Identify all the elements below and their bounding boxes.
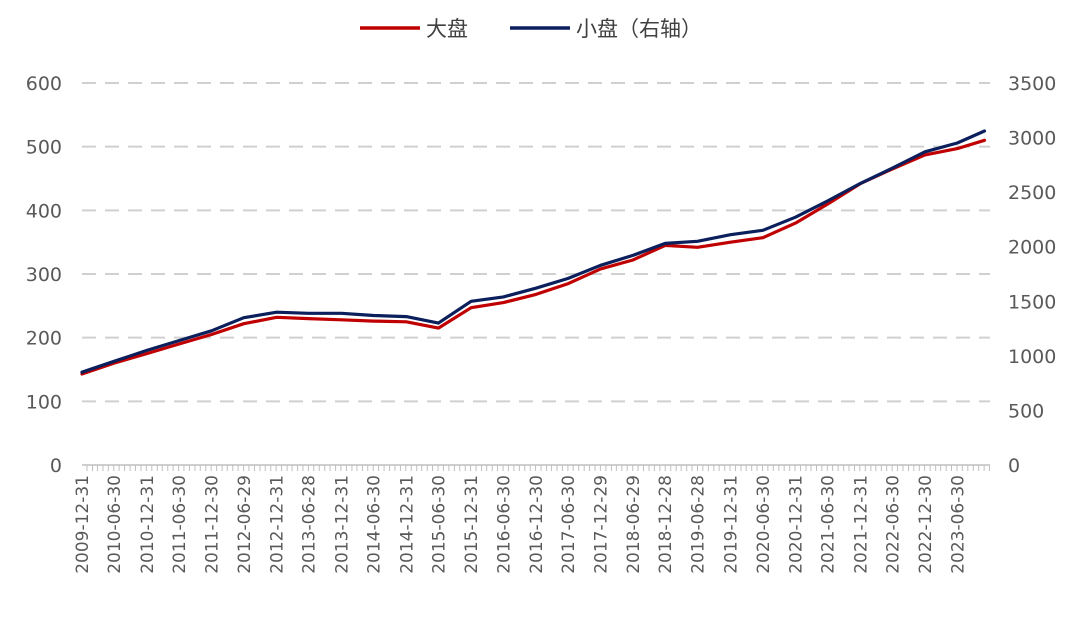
x-tick-label: 2019-06-28 — [689, 475, 709, 574]
x-tick-label: 2022-06-30 — [884, 475, 904, 574]
x-tick-label: 2021-12-31 — [851, 475, 871, 574]
y-left-tick-label: 500 — [26, 137, 62, 159]
x-tick-label: 2009-12-31 — [73, 475, 93, 574]
x-tick-label: 2018-12-28 — [656, 475, 676, 574]
y-right-tick-label: 3000 — [1008, 128, 1056, 150]
y-right-tick-label: 2000 — [1008, 237, 1056, 259]
series-line-small-cap — [80, 129, 987, 374]
x-tick-label: 2013-06-28 — [299, 475, 319, 574]
x-tick-label: 2017-06-30 — [559, 475, 579, 574]
x-tick-label: 2011-06-30 — [170, 475, 190, 574]
x-tick-label: 2012-12-31 — [268, 475, 288, 574]
x-tick-label: 2020-12-31 — [787, 475, 807, 574]
x-axis: 2009-12-31 2010-06-30 2010-12-31 2011-06-30… — [73, 464, 990, 574]
legend-label: 小盘（右轴） — [576, 17, 702, 41]
x-tick-label: 2013-12-31 — [332, 475, 352, 574]
series-lines — [80, 129, 987, 376]
y-right-tick-label: 2500 — [1008, 182, 1056, 204]
legend-label: 大盘 — [426, 17, 468, 41]
x-tick-label: 2016-06-30 — [494, 475, 514, 574]
y-right-tick-label: 500 — [1008, 400, 1044, 422]
x-tick-label: 2015-06-30 — [429, 475, 449, 574]
x-tick-label: 2017-12-29 — [592, 475, 612, 574]
x-tick-label: 2015-12-31 — [462, 475, 482, 574]
x-tick-label: 2010-06-30 — [105, 475, 125, 574]
x-tick-label: 2010-12-31 — [138, 475, 158, 574]
x-tick-label: 2022-12-30 — [916, 475, 936, 574]
y-left-tick-label: 0 — [50, 455, 62, 477]
x-tick-label: 2019-12-31 — [722, 475, 742, 574]
x-tick-label: 2020-06-30 — [754, 475, 774, 574]
x-tick-label: 2023-06-30 — [948, 475, 968, 574]
x-tick-label: 2018-06-29 — [624, 475, 644, 574]
y-left-tick-label: 100 — [26, 391, 62, 413]
gridlines — [82, 82, 990, 403]
legend: 大盘 小盘（右轴） — [360, 17, 702, 41]
x-tick-label: 2014-06-30 — [365, 475, 385, 574]
y-right-tick-label: 1500 — [1008, 291, 1056, 313]
x-tick-label: 2016-12-30 — [527, 475, 547, 574]
x-tick-label: 2021-06-30 — [819, 475, 839, 574]
left-y-axis: 0 100 200 300 400 500 600 — [26, 73, 62, 477]
x-tick-label: 2011-12-30 — [202, 475, 222, 574]
series-line-large-cap — [80, 138, 987, 376]
right-y-axis: 0 500 1000 1500 2000 2500 3000 3500 — [1008, 73, 1056, 477]
y-left-tick-label: 300 — [26, 264, 62, 286]
y-right-tick-label: 3500 — [1008, 73, 1056, 95]
y-left-tick-label: 600 — [26, 73, 62, 95]
y-right-tick-label: 0 — [1008, 455, 1020, 477]
y-left-tick-label: 200 — [26, 328, 62, 350]
y-right-tick-label: 1000 — [1008, 346, 1056, 368]
x-tick-label: 2012-06-29 — [235, 475, 255, 574]
y-left-tick-label: 400 — [26, 200, 62, 222]
x-tick-label: 2014-12-31 — [397, 475, 417, 574]
